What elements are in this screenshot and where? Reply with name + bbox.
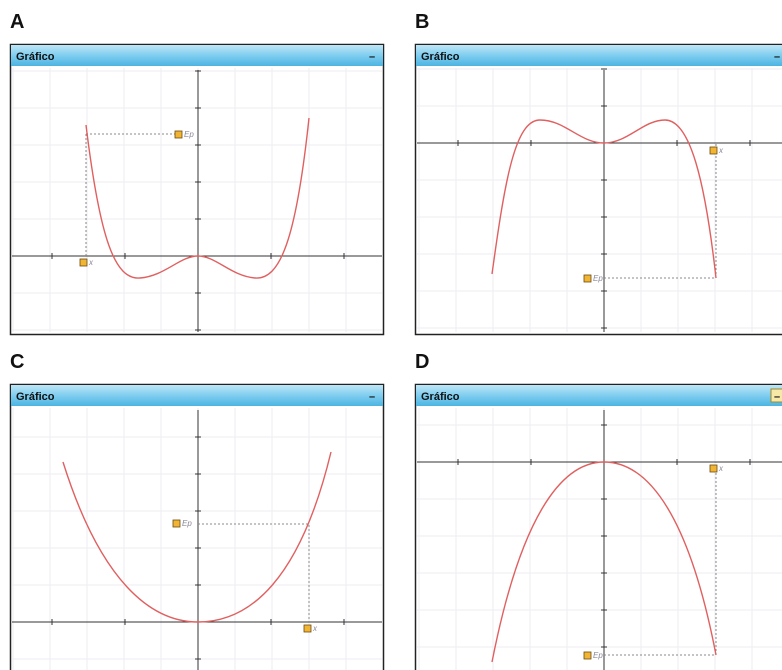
ep-marker[interactable] [172,519,181,528]
window-frame [414,43,782,336]
ep-marker-label: Ep [593,274,603,283]
guide-line [85,133,178,256]
x-marker-label: x [312,624,318,633]
x-marker-label: x [718,146,724,155]
window-frame [9,43,385,336]
ep-marker[interactable] [174,130,183,139]
window-title: Gráfico [16,51,55,63]
x-marker[interactable] [709,146,718,155]
graph-panel: D Gráfico – Ep x [414,351,782,670]
ep-marker[interactable] [583,274,592,283]
guide-line [198,523,310,622]
panel-label: C [10,351,24,373]
window-frame [9,383,385,670]
curve [62,451,332,623]
window-title: Gráfico [421,51,460,63]
ep-marker[interactable] [583,651,592,660]
x-marker-label: x [88,258,94,267]
minimize-bg [770,388,782,403]
title-bar [416,45,782,66]
title-bar [11,45,383,66]
ep-marker-label: Ep [182,519,192,528]
minimize-button[interactable]: – [369,51,375,63]
x-marker-label: x [718,464,724,473]
minimize-button[interactable]: – [369,391,375,403]
graph-panel: C Gráfico – Ep x [9,351,385,670]
window-frame [414,383,782,670]
panel-label: B [415,11,429,33]
curve [491,461,717,663]
title-bar [416,385,782,406]
x-marker[interactable] [303,624,312,633]
x-marker[interactable] [79,258,88,267]
window-title: Gráfico [421,391,460,403]
graph-panel: A Gráfico – Ep x [9,11,385,336]
minimize-button[interactable]: – [774,391,780,403]
window-title: Gráfico [16,391,55,403]
minimize-button[interactable]: – [774,51,780,63]
ep-marker-label: Ep [184,130,194,139]
graph-panel: B Gráfico – Ep x [414,11,782,336]
panel-label: D [415,351,429,373]
curve [85,117,310,279]
ep-marker-label: Ep [593,651,603,660]
curve [491,119,717,279]
panel-label: A [10,11,24,33]
x-marker[interactable] [709,464,718,473]
title-bar [11,385,383,406]
